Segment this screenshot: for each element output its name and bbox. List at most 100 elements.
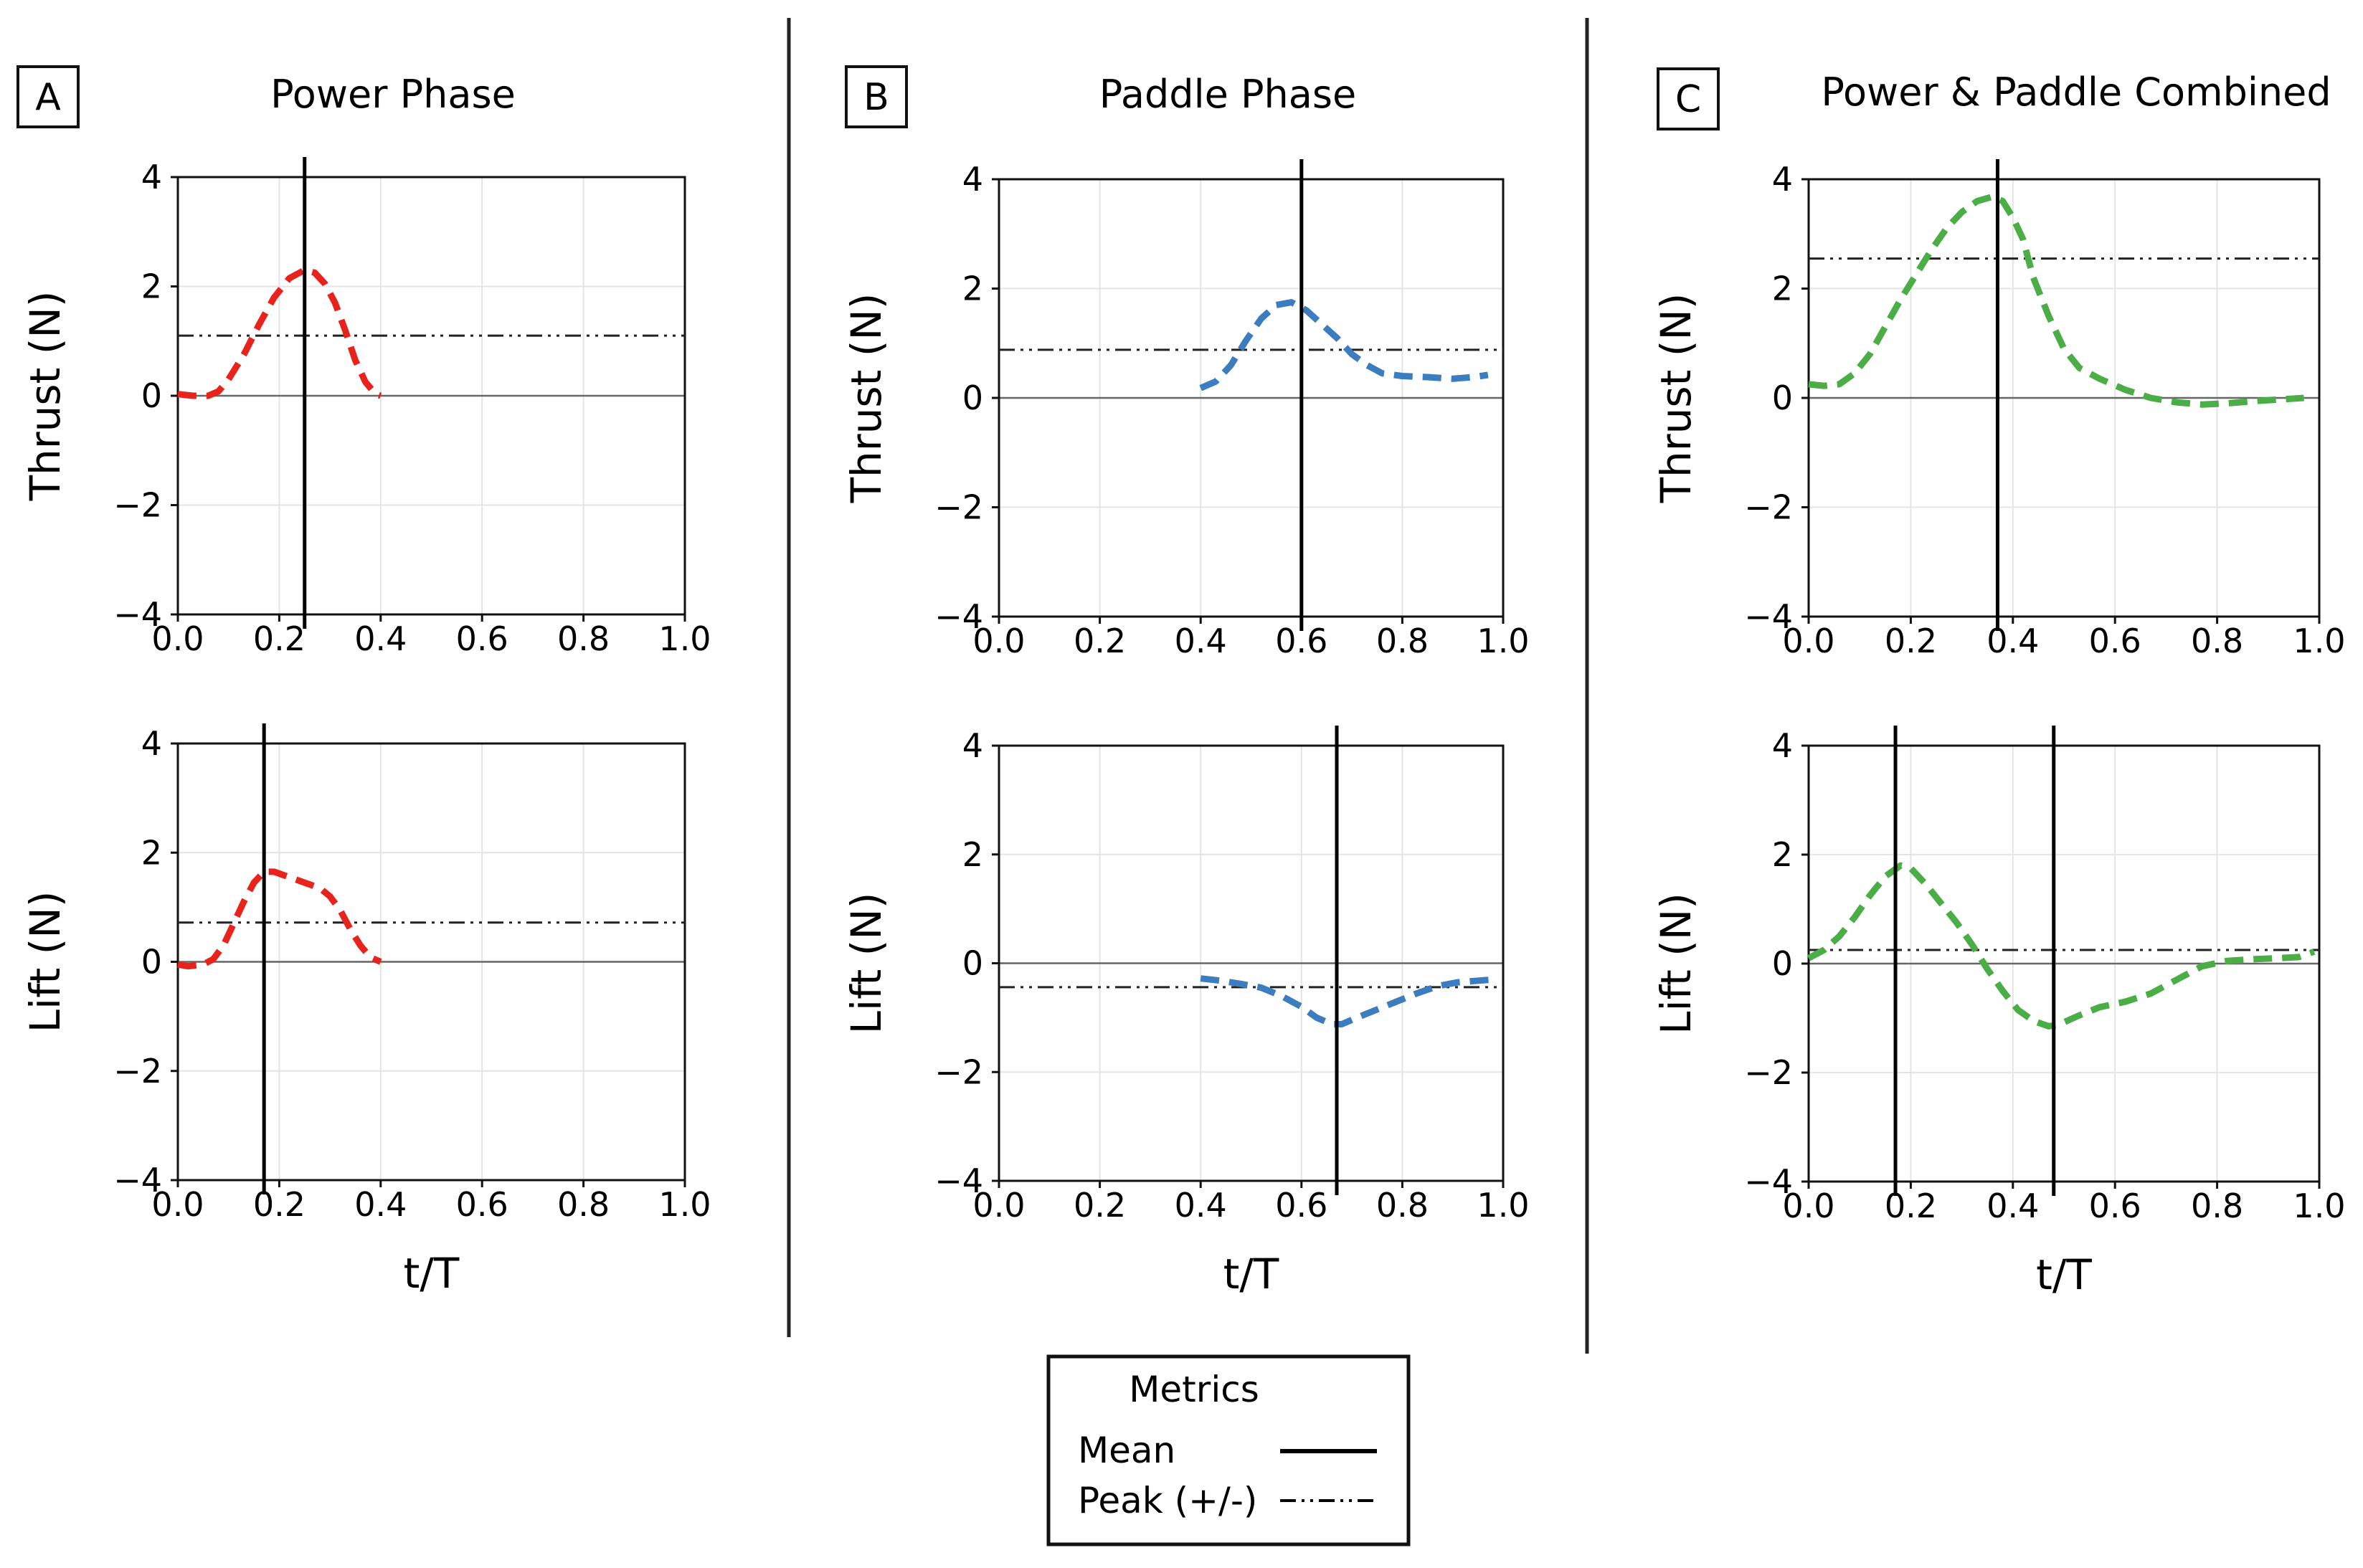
- series-line: [177, 267, 382, 399]
- x-tick-label: 0.2: [1885, 622, 1937, 660]
- x-tick-label: 0.6: [1275, 1186, 1327, 1225]
- x-tick-label: 0.6: [2089, 1187, 2141, 1225]
- panel-c-label-box: [1657, 67, 1720, 130]
- y-tick-label: 4: [141, 724, 162, 763]
- y-tick-label: 0: [962, 379, 983, 417]
- series-line: [1808, 193, 2304, 408]
- panel-b-label: B: [863, 76, 889, 119]
- panel-a-label-box: [16, 65, 80, 128]
- y-tick-label: −4: [113, 595, 162, 634]
- subplot-b-lift: 0.0 0.2 0.4 0.6 0.8 1.0 4 2 0 −2 −4 Lift (N) t/T: [842, 726, 1530, 1298]
- x-tick-label: 1.0: [658, 619, 711, 658]
- x-axis-label: t/T: [404, 1249, 460, 1298]
- legend-label-mean: Mean: [1078, 1430, 1175, 1471]
- x-tick-label: 0.8: [557, 619, 610, 658]
- x-tick-label: 1.0: [2293, 1187, 2345, 1225]
- panel-b-header: B Paddle Phase: [845, 65, 1356, 128]
- x-tick-label: 0.8: [2191, 622, 2243, 660]
- y-tick-label: −2: [1744, 1053, 1793, 1092]
- y-axis-label: Thrust (N): [21, 291, 70, 502]
- panel-c-label: C: [1675, 78, 1701, 121]
- x-tick-label: 0.2: [253, 619, 306, 658]
- y-tick-label: 2: [962, 835, 983, 874]
- x-tick-label: 0.8: [557, 1185, 610, 1224]
- series-line: [177, 868, 382, 970]
- x-tick-label: 0.2: [1074, 622, 1126, 660]
- subplot-a-lift: 0.0 0.2 0.4 0.6 0.8 1.0 4 2 0 −2 −4 Lift (N) t/T: [21, 723, 711, 1298]
- y-tick-label: 4: [1772, 726, 1793, 765]
- x-axis-label: t/T: [2036, 1250, 2092, 1299]
- series-line: [1200, 975, 1494, 1027]
- y-axis-label: Lift (N): [21, 891, 70, 1033]
- y-tick-label: 0: [1772, 379, 1793, 417]
- panel-a-header: A Power Phase: [16, 65, 516, 128]
- panel-a-title: Power Phase: [270, 72, 516, 117]
- x-tick-label: 0.2: [253, 1185, 306, 1224]
- x-tick-label: 0.6: [456, 619, 508, 658]
- y-axis-label: Thrust (N): [1652, 293, 1700, 504]
- x-tick-label: 1.0: [2293, 622, 2345, 660]
- y-axis-label: Lift (N): [842, 893, 891, 1035]
- y-tick-label: 4: [141, 158, 162, 196]
- y-tick-label: −2: [1744, 488, 1793, 527]
- panel-b-label-box: [845, 65, 908, 128]
- x-tick-label: 0.4: [1986, 1187, 2039, 1225]
- x-tick-label: 0.0: [1782, 1187, 1834, 1225]
- x-tick-label: 0.2: [1885, 1187, 1937, 1225]
- x-tick-label: 0.8: [1376, 622, 1429, 660]
- y-tick-label: 2: [141, 267, 162, 306]
- x-tick-label: 0.4: [1986, 622, 2039, 660]
- x-tick-label: 0.0: [151, 619, 204, 658]
- y-tick-label: −4: [1744, 1162, 1793, 1201]
- subplot-c-thrust: 0.0 0.2 0.4 0.6 0.8 1.0 4 2 0 −2 −4 Thrust (N): [1652, 159, 2346, 660]
- x-tick-label: 0.4: [354, 619, 407, 658]
- x-tick-label: 0.4: [354, 1185, 407, 1224]
- y-tick-label: 0: [141, 943, 162, 982]
- legend: Metrics Mean Peak (+/-): [1046, 1354, 1411, 1546]
- x-tick-label: 0.4: [1175, 622, 1227, 660]
- x-tick-label: 0.0: [972, 622, 1025, 660]
- series-line: [1806, 862, 2316, 1030]
- y-tick-label: 4: [1772, 160, 1793, 199]
- y-tick-label: 2: [962, 270, 983, 308]
- y-tick-label: 0: [962, 944, 983, 983]
- y-tick-label: −2: [934, 1053, 983, 1091]
- y-axis-label: Thrust (N): [842, 293, 891, 504]
- x-tick-label: 0.8: [1376, 1186, 1429, 1225]
- y-tick-label: 2: [141, 833, 162, 872]
- legend-label-peak: Peak (+/-): [1078, 1480, 1257, 1521]
- y-tick-label: −4: [113, 1161, 162, 1199]
- subplot-c-lift: 0.0 0.2 0.4 0.6 0.8 1.0 4 2 0 −2 −4 Lift (N) t/T: [1652, 726, 2346, 1299]
- x-tick-label: 1.0: [1477, 1186, 1529, 1225]
- y-tick-label: −2: [113, 486, 162, 525]
- y-tick-label: −2: [113, 1052, 162, 1091]
- legend-box: [1046, 1354, 1411, 1546]
- y-tick-label: −4: [1744, 597, 1793, 636]
- x-tick-label: 0.2: [1074, 1186, 1126, 1225]
- subplot-a-thrust: 0.0 0.2 0.4 0.6 0.8 1.0 4 2 0 −2 −4 Thrust (N): [21, 157, 711, 658]
- panel-c-title: Power & Paddle Combined: [1821, 70, 2331, 115]
- panel-b-title: Paddle Phase: [1099, 72, 1356, 117]
- x-tick-label: 1.0: [658, 1185, 711, 1224]
- x-tick-label: 0.0: [972, 1186, 1025, 1225]
- panel-c-header: C Power & Paddle Combined: [1657, 67, 2331, 130]
- y-tick-label: 0: [141, 376, 162, 415]
- legend-title: Metrics: [1129, 1369, 1259, 1410]
- x-axis-label: t/T: [1223, 1250, 1279, 1298]
- y-tick-label: 4: [962, 726, 983, 765]
- y-tick-label: 0: [1772, 944, 1793, 983]
- y-tick-label: −4: [934, 1161, 983, 1200]
- y-tick-label: 2: [1772, 835, 1793, 874]
- panel-a-label: A: [35, 76, 61, 119]
- x-tick-label: 0.4: [1175, 1186, 1227, 1225]
- y-tick-label: −2: [934, 488, 983, 527]
- y-tick-label: −4: [934, 597, 983, 636]
- y-tick-label: 4: [962, 160, 983, 199]
- y-tick-label: 2: [1772, 270, 1793, 308]
- x-tick-label: 1.0: [1477, 622, 1529, 660]
- x-tick-label: 0.0: [151, 1185, 204, 1224]
- x-tick-label: 0.6: [456, 1185, 508, 1224]
- series-line: [1199, 299, 1489, 391]
